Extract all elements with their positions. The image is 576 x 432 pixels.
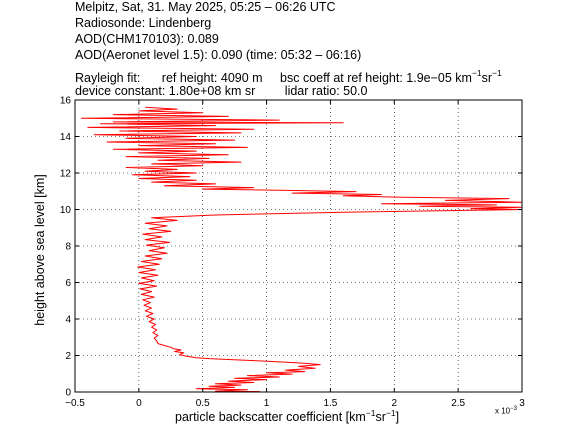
y-axis-label: height above sea level [km] xyxy=(33,174,47,326)
x-tick-label: 2.5 xyxy=(451,398,465,409)
series-group xyxy=(80,106,523,393)
header-line-radiosonde: Radiosonde: Lindenberg xyxy=(75,16,212,30)
header-line-location: Melpitz, Sat, 31. May 2025, 05:25 – 06:2… xyxy=(75,0,336,14)
x-scale-prefix: x 10 xyxy=(495,406,511,416)
header-line-rayleigh: Rayleigh fit: ref height: 4090 m bsc coe… xyxy=(75,67,502,85)
y-tick-label: 8 xyxy=(65,242,71,253)
bsc-coeff-mid: sr xyxy=(481,71,493,86)
lidar-ratio: lidar ratio: 50.0 xyxy=(284,84,368,98)
x-tick-label: 1 xyxy=(264,398,270,409)
bsc-coeff: bsc coeff at ref height: 1.9e−05 km−1sr−… xyxy=(280,68,502,86)
x-tick-label: 0.5 xyxy=(196,398,210,409)
x-axis-label-exp2: −1 xyxy=(385,408,396,418)
device-constant: device constant: 1.80e+08 km sr xyxy=(75,84,256,98)
y-tick-label: 12 xyxy=(60,169,72,180)
x-axis-scale-factor: x 10−3 xyxy=(495,406,517,416)
x-axis-label-suffix: ] xyxy=(395,410,400,425)
x-tick-label: 3 xyxy=(519,398,525,409)
y-tick-label: 10 xyxy=(60,205,72,216)
bsc-coeff-exp1: −1 xyxy=(471,68,482,78)
rayleigh-label: Rayleigh fit: xyxy=(75,71,141,86)
bsc-coeff-exp2: −1 xyxy=(492,68,502,78)
x-tick-label: 0 xyxy=(136,398,142,409)
x-axis-label-mid: sr xyxy=(375,410,386,425)
y-tick-label: 6 xyxy=(65,278,71,289)
y-tick-label: 16 xyxy=(60,96,72,107)
x-axis-label-prefix: particle backscatter coefficient [km xyxy=(175,410,366,425)
plot-area xyxy=(75,100,522,392)
x-tick-label: −0.5 xyxy=(65,398,85,409)
x-scale-exp: −3 xyxy=(510,406,517,412)
backscatter-profile-line xyxy=(80,106,523,393)
bsc-coeff-prefix: bsc coeff at ref height: 1.9e−05 km xyxy=(280,71,472,86)
x-axis-label-exp1: −1 xyxy=(365,408,376,418)
y-tick-label: 4 xyxy=(65,315,71,326)
header-line-aod-chm: AOD(CHM170103): 0.089 xyxy=(75,32,219,46)
y-tick-label: 14 xyxy=(60,132,72,143)
header-line-device: device constant: 1.80e+08 km sr lidar ra… xyxy=(75,84,367,98)
y-tick-label: 0 xyxy=(65,388,71,399)
x-axis-label: particle backscatter coefficient [km−1sr… xyxy=(175,408,399,424)
x-tick-label: 1.5 xyxy=(323,398,337,409)
x-tick-label: 2 xyxy=(392,398,398,409)
header-line-aod-aeronet: AOD(Aeronet level 1.5): 0.090 (time: 05:… xyxy=(75,48,362,62)
ref-height: ref height: 4090 m xyxy=(161,71,263,86)
y-tick-label: 2 xyxy=(65,351,71,362)
